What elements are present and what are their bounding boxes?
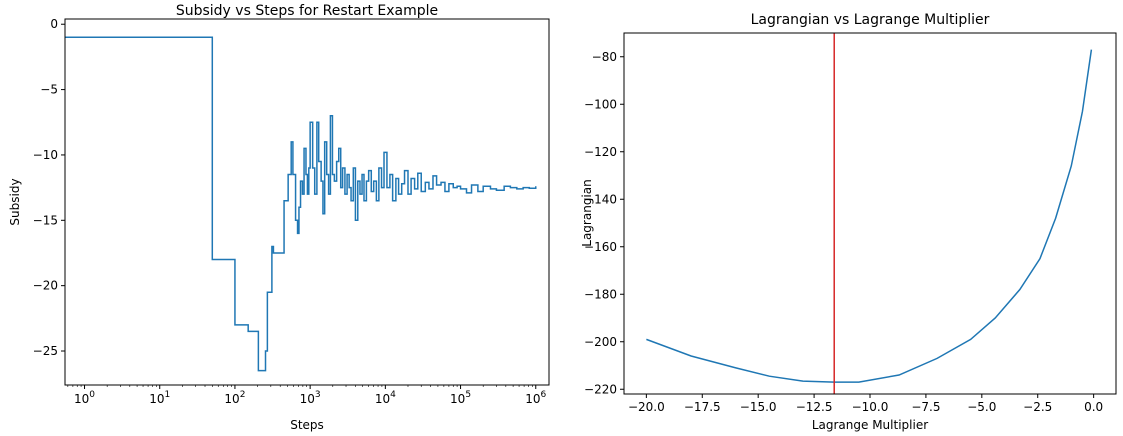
left-series-group [65,36,537,372]
right-y-axis-label: Lagrangian [580,179,594,246]
left-plot-frame [64,18,550,386]
right-y-tick-label: −200 [584,335,617,349]
right-chart-title: Lagrangian vs Lagrange Multiplier [751,12,990,28]
right-series-line [646,49,1093,383]
right-plot-frame [623,32,1117,395]
right-x-tick-label: −17.5 [684,400,721,414]
left-chart-title: Subsidy vs Steps for Restart Example [176,3,438,19]
right-tick-group: −20.0 −17.5 −15.0 −12.5 −10.0 −7.5 −5.0 −2.5 0.0… [584,50,1103,414]
left-x-tick-label: 103 [300,390,321,406]
left-x-tick-label: 101 [149,390,170,406]
right-y-tick-label: −120 [584,145,617,159]
left-y-tick-label: −5 [40,83,58,97]
left-y-tick-label: 0 [50,17,58,31]
left-x-tick-label: 102 [224,390,245,406]
left-x-tick-label: 100 [74,390,95,406]
left-x-tick-label: 104 [375,390,396,406]
left-series-line [65,36,537,372]
left-y-tick-label: −20 [33,279,58,293]
right-x-axis-label: Lagrange Multiplier [812,418,928,432]
left-y-axis-label: Subsidy [8,178,22,225]
left-chart: Subsidy vs Steps for Restart Example 100… [8,3,550,432]
right-chart: Lagrangian vs Lagrange Multiplier −20.0−… [580,12,1117,432]
left-tick-group: 100 101 102 103 104 105 106 0 −5 −10 −15 −20 −25 [33,17,547,406]
right-x-tick-label: −20.0 [628,400,665,414]
right-y-tick-label: −140 [584,192,617,206]
left-y-tick-label: −15 [33,213,58,227]
left-y-tick-label: −10 [33,148,58,162]
right-x-tick-label: −2.5 [1023,400,1052,414]
left-x-axis-label: Steps [290,418,324,432]
left-x-tick-label: 106 [525,390,546,406]
right-x-tick-label: −12.5 [796,400,833,414]
right-y-tick-label: −160 [584,240,617,254]
right-x-tick-label: −7.5 [911,400,940,414]
right-x-tick-label: −5.0 [967,400,996,414]
left-y-tick-label: −25 [33,344,58,358]
right-x-tick-label: −10.0 [852,400,889,414]
left-x-tick-label: 105 [450,390,471,406]
right-series-group [646,33,1093,394]
right-y-tick-label: −220 [584,382,617,396]
right-y-tick-label: −180 [584,287,617,301]
right-y-tick-label: −80 [592,50,617,64]
right-y-tick-label: −100 [584,97,617,111]
right-x-tick-label: −15.0 [740,400,777,414]
right-x-tick-label: 0.0 [1084,400,1103,414]
